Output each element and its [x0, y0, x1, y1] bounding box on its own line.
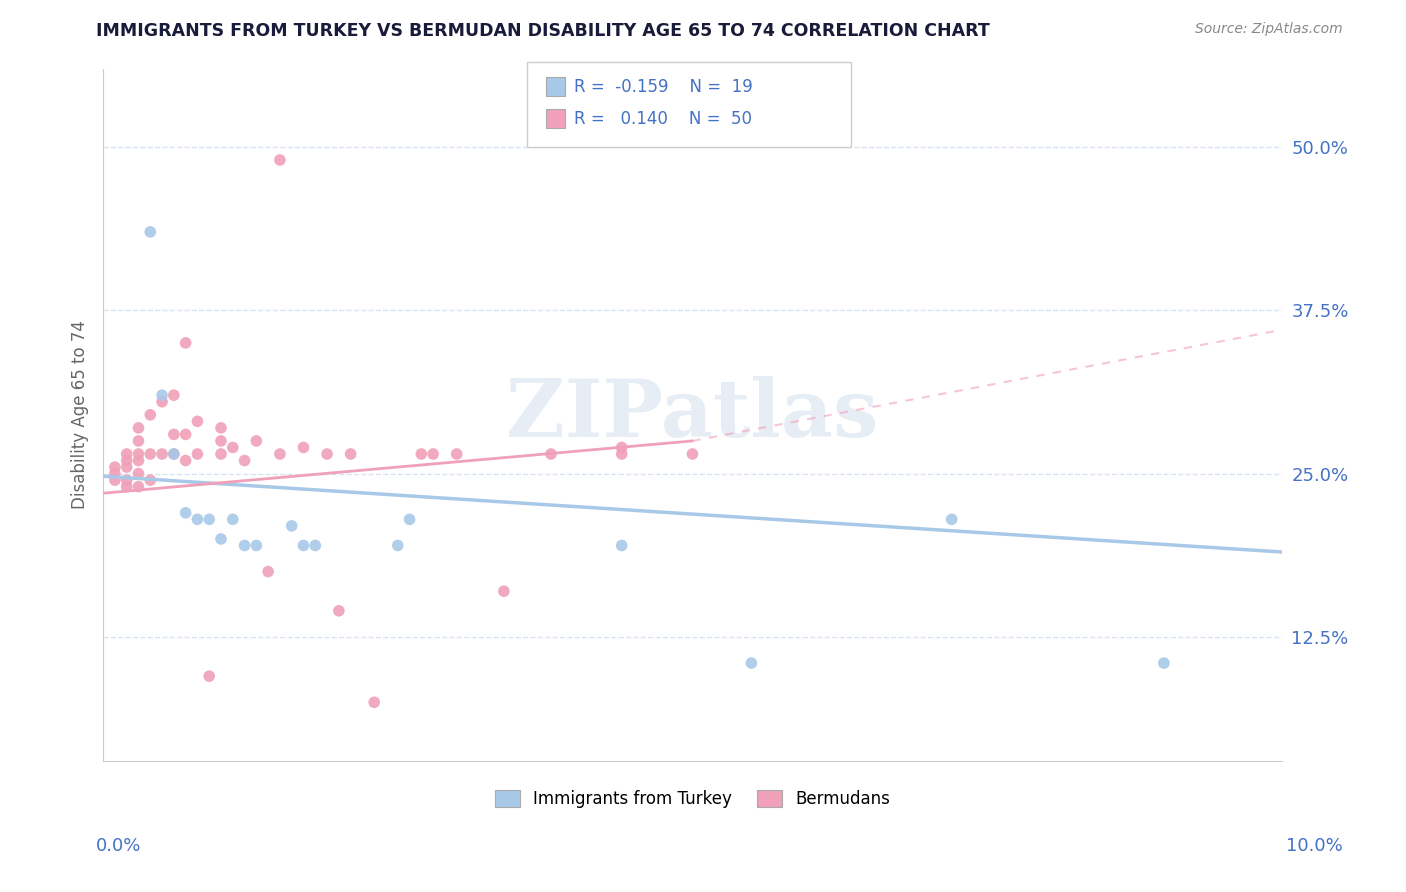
Text: Source: ZipAtlas.com: Source: ZipAtlas.com	[1195, 22, 1343, 37]
Point	[540, 447, 562, 461]
Point	[139, 473, 162, 487]
Point	[163, 447, 186, 461]
Point	[292, 441, 315, 455]
Point	[127, 480, 149, 494]
Point	[150, 394, 173, 409]
Text: 10.0%: 10.0%	[1286, 837, 1343, 855]
Point	[104, 473, 127, 487]
Point	[150, 388, 173, 402]
Point	[127, 421, 149, 435]
Text: 0.0%: 0.0%	[96, 837, 141, 855]
Point	[269, 447, 291, 461]
Point	[104, 460, 127, 475]
Point	[209, 421, 232, 435]
Point	[115, 480, 138, 494]
Point	[610, 447, 633, 461]
Point	[174, 427, 197, 442]
Point	[245, 539, 267, 553]
Point	[163, 388, 186, 402]
Point	[127, 434, 149, 448]
Point	[186, 512, 208, 526]
Point	[492, 584, 515, 599]
Point	[411, 447, 433, 461]
Y-axis label: Disability Age 65 to 74: Disability Age 65 to 74	[72, 320, 89, 509]
Point	[127, 453, 149, 467]
Text: IMMIGRANTS FROM TURKEY VS BERMUDAN DISABILITY AGE 65 TO 74 CORRELATION CHART: IMMIGRANTS FROM TURKEY VS BERMUDAN DISAB…	[96, 22, 990, 40]
Point	[233, 539, 256, 553]
Point	[127, 447, 149, 461]
Point	[941, 512, 963, 526]
Point	[222, 512, 245, 526]
Point	[115, 447, 138, 461]
Point	[245, 434, 267, 448]
Point	[104, 467, 127, 481]
Point	[316, 447, 339, 461]
Point	[387, 539, 409, 553]
Point	[269, 153, 291, 167]
Legend: Immigrants from Turkey, Bermudans: Immigrants from Turkey, Bermudans	[488, 783, 897, 815]
Point	[139, 225, 162, 239]
Point	[339, 447, 361, 461]
Point	[422, 447, 444, 461]
Text: ZIPatlas: ZIPatlas	[506, 376, 879, 454]
Point	[257, 565, 280, 579]
Point	[292, 539, 315, 553]
Point	[198, 669, 221, 683]
Point	[209, 434, 232, 448]
Point	[163, 427, 186, 442]
Text: R =   0.140    N =  50: R = 0.140 N = 50	[574, 110, 752, 128]
Point	[150, 447, 173, 461]
Point	[115, 460, 138, 475]
Point	[127, 467, 149, 481]
Point	[363, 695, 385, 709]
Point	[222, 441, 245, 455]
Point	[304, 539, 326, 553]
Point	[610, 441, 633, 455]
Point	[174, 453, 197, 467]
Point	[115, 473, 138, 487]
Point	[139, 447, 162, 461]
Point	[209, 447, 232, 461]
Point	[740, 656, 762, 670]
Point	[115, 453, 138, 467]
Point	[174, 506, 197, 520]
Point	[163, 447, 186, 461]
Point	[1153, 656, 1175, 670]
Point	[446, 447, 468, 461]
Point	[186, 414, 208, 428]
Point	[328, 604, 350, 618]
Point	[280, 519, 302, 533]
Point	[681, 447, 703, 461]
Point	[198, 512, 221, 526]
Point	[186, 447, 208, 461]
Point	[174, 335, 197, 350]
Point	[139, 408, 162, 422]
Point	[398, 512, 420, 526]
Point	[233, 453, 256, 467]
Point	[209, 532, 232, 546]
Point	[610, 539, 633, 553]
Text: R =  -0.159    N =  19: R = -0.159 N = 19	[574, 78, 752, 95]
